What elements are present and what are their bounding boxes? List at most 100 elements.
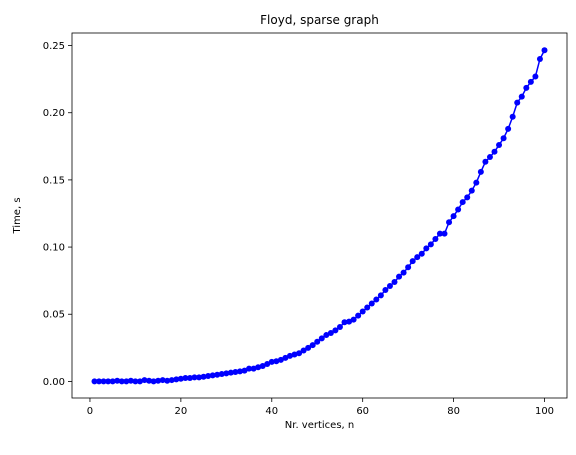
data-point [255,364,262,371]
data-point [359,308,366,315]
x-axis-label: Nr. vertices, n [285,420,354,431]
data-point [282,354,289,361]
data-point [314,338,321,345]
data-point [459,199,466,206]
data-point [327,330,334,337]
data-point [291,351,298,358]
x-tick-label: 20 [174,406,187,417]
data-point [146,377,153,384]
data-point [446,219,453,226]
data-point [505,125,512,132]
data-point [127,377,134,384]
data-point [500,135,507,142]
data-point [477,168,484,175]
data-point [227,369,234,376]
x-tick-label: 100 [535,406,554,417]
data-point [305,344,312,351]
data-point [391,278,398,285]
data-point [332,327,339,334]
data-point [318,335,325,342]
data-point [159,377,166,384]
data-point [168,377,175,384]
y-tick-label: 0.20 [43,108,65,119]
data-point [218,371,225,378]
data-point [423,245,430,252]
data-point [496,141,503,148]
data-point [455,206,462,213]
y-tick-label: 0.25 [43,41,65,52]
data-point [432,236,439,243]
data-point [346,318,353,325]
data-point [236,368,243,375]
data-point [514,99,521,106]
x-tick-label: 80 [447,406,460,417]
data-point [173,376,180,383]
data-point [196,374,203,381]
data-point [273,358,280,365]
data-point [268,358,275,365]
plot-frame [71,32,568,399]
data-point [368,300,375,307]
y-axis-label: Time, s [12,197,23,234]
data-point [396,273,403,280]
data-point [241,367,248,374]
data-point [441,230,448,237]
data-point [400,269,407,276]
data-point [186,375,193,382]
data-point [405,264,412,271]
data-point [409,258,416,265]
data-point [155,377,162,384]
chart-title: Floyd, sparse graph [260,13,379,27]
data-point [436,230,443,237]
y-tick-label: 0.15 [43,175,65,186]
data-point [364,304,371,311]
data-point [536,55,543,62]
y-axis: 0.00 0.05 0.10 0.15 0.20 0.25 [43,41,72,388]
data-point [382,287,389,294]
data-point [296,350,303,357]
data-point [105,378,112,385]
x-tick-label: 40 [265,406,278,417]
data-point [309,342,316,349]
data-point [205,373,212,380]
data-point [209,372,216,379]
data-point [191,374,198,381]
data-point [491,148,498,155]
data-point [96,378,103,385]
data-point [286,352,293,359]
data-point [100,378,107,385]
data-point [300,347,307,354]
data-point [109,378,116,385]
data-point [323,332,330,339]
data-point [350,316,357,323]
x-tick-label: 60 [356,406,369,417]
data-point [427,241,434,248]
data-point [418,250,425,257]
data-point [377,292,384,299]
data-point [532,73,539,80]
data-point [123,378,130,385]
data-point [355,312,362,319]
data-point [232,369,239,376]
x-axis: 0 20 40 60 80 100 [87,398,554,417]
data-point [341,319,348,326]
data-point [214,371,221,378]
data-point [541,47,548,54]
data-point [468,187,475,194]
data-point [473,179,480,186]
data-point [250,365,257,372]
x-tick-label: 0 [87,406,93,417]
data-point [259,362,266,369]
data-point [486,154,493,161]
data-point [114,377,121,384]
data-point [336,324,343,331]
data-point [373,296,380,303]
data-point [482,158,489,165]
data-point [464,194,471,201]
data-point [264,360,271,367]
data-point [164,377,171,384]
data-point [223,370,230,377]
y-tick-label: 0.10 [43,243,65,254]
data-point [509,113,516,120]
